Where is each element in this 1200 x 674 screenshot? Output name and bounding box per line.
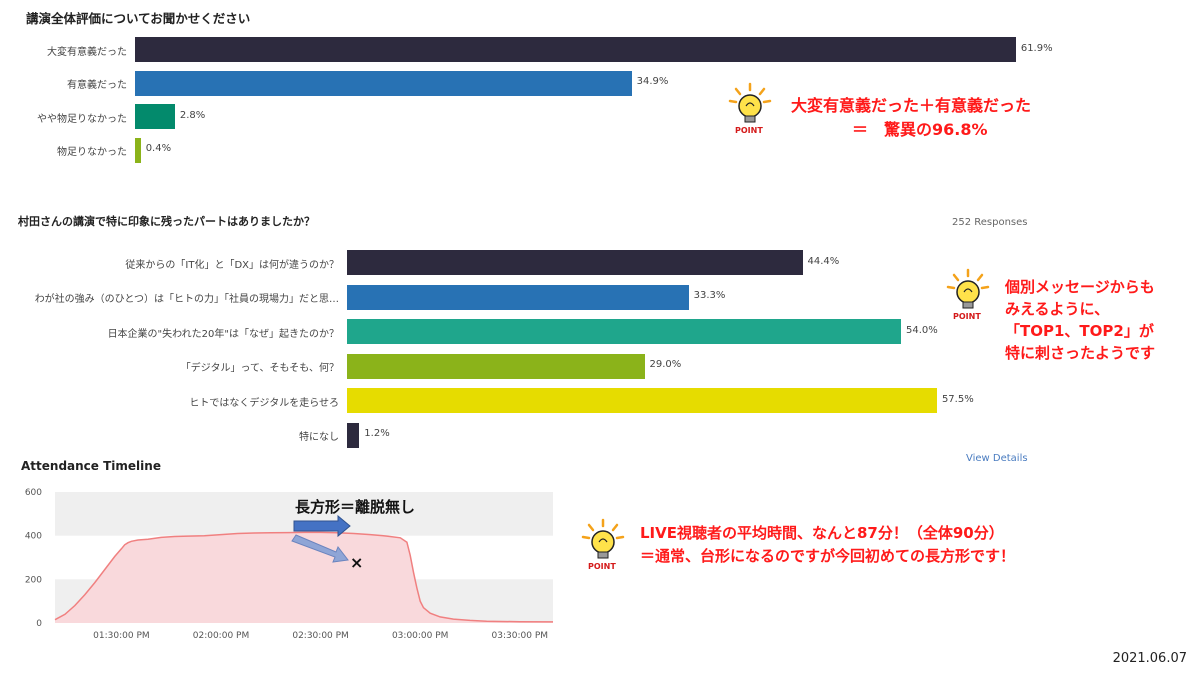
point-icon-3: POINT	[580, 518, 626, 578]
value-label: 2.8%	[179, 109, 206, 121]
value-label: 57.5%	[941, 393, 974, 405]
x-tick-label: 03:00:00 PM	[392, 631, 448, 641]
chart1-title: 講演全体評価についてお聞かせください	[26, 11, 251, 26]
arrows-annotation	[291, 515, 351, 563]
y-tick-label: 0	[36, 619, 42, 629]
category-label: 特になし	[299, 432, 339, 443]
right-arrow-icon	[293, 515, 351, 538]
category-label: 日本企業の"失われた20年"は「なぜ」起きたのか？	[107, 328, 339, 340]
x-tick-label: 03:30:00 PM	[492, 631, 548, 641]
bar	[347, 388, 937, 413]
lightbulb-icon	[946, 268, 990, 309]
category-label: ヒトではなくデジタルを走らせろ	[189, 397, 339, 409]
lightbulb-icon	[581, 518, 625, 559]
value-label: 54.0%	[906, 324, 938, 336]
category-label: 「デジタル」って、そもそも、何？	[180, 363, 339, 374]
note1-line1: 大変有意義だった＋有意義だった	[791, 96, 1032, 115]
note2-line4: 特に刺さったようです	[1005, 344, 1156, 362]
attendance-area	[55, 532, 553, 623]
y-tick-label: 200	[25, 575, 42, 585]
point-label: POINT	[735, 126, 763, 135]
diagonal-arrow-icon	[291, 534, 349, 563]
point-icon-1: POINT	[727, 82, 773, 142]
point-label: POINT	[953, 312, 981, 321]
point-icon-2: POINT	[945, 268, 991, 328]
bar	[347, 353, 645, 379]
view-details-link[interactable]: View Details	[966, 453, 1028, 464]
value-label: 0.4%	[145, 143, 172, 154]
lightbulb-icon	[728, 82, 772, 123]
category-label: 有意義だった	[67, 80, 127, 91]
attendance-chart: 0 200 400 600 01:30:00 PM 02:00:00 PM 02:30:00…	[25, 488, 554, 641]
value-label: 61.9%	[1020, 42, 1053, 54]
value-label: 33.3%	[693, 290, 726, 301]
y-tick-label: 400	[25, 532, 42, 542]
y-tick-label: 600	[25, 488, 42, 498]
attendance-line	[54, 531, 554, 623]
x-tick-label: 01:30:00 PM	[93, 631, 149, 641]
rect-label: 長方形＝離脱無し	[295, 498, 416, 516]
note2-line2: みえるように、	[1005, 300, 1110, 318]
note2-line3: 「TOP1、TOP2」が	[1005, 322, 1154, 340]
note2-line1: 個別メッセージからも	[1005, 278, 1155, 296]
cross-mark: ×	[350, 553, 364, 572]
category-label: わが社の強み（のひとつ）は「ヒトの力」「社員の現場力」だと思…	[34, 294, 339, 305]
x-tick-label: 02:00:00 PM	[193, 631, 249, 641]
note1-line2: ＝ 驚異の96.8%	[852, 120, 988, 139]
bar	[347, 422, 360, 448]
bar	[347, 284, 689, 310]
bar	[135, 104, 175, 129]
note3-line1: LIVE視聴者の平均時間、なんと87分！（全体90分）	[640, 524, 1004, 542]
category-label: やや物足りなかった	[37, 113, 127, 125]
x-tick-label: 02:30:00 PM	[292, 631, 348, 641]
category-label: 大変有意義だった	[47, 46, 127, 58]
value-label: 1.2%	[364, 428, 390, 439]
point-label: POINT	[588, 562, 616, 571]
responses-count: 252 Responses	[952, 217, 1028, 228]
date-label: 2021.06.07	[1112, 651, 1187, 666]
bar	[135, 70, 632, 96]
chart2-title: 村田さんの講演で特に印象に残ったパートはありましたか？	[18, 215, 315, 228]
attendance-title: Attendance Timeline	[21, 459, 161, 473]
bar	[347, 250, 803, 275]
category-label: 物足りなかった	[57, 147, 127, 158]
value-label: 29.0%	[649, 359, 682, 370]
value-label: 34.9%	[636, 76, 669, 87]
bar	[347, 319, 902, 344]
bar	[135, 137, 141, 163]
value-label: 44.4%	[807, 255, 840, 267]
bar	[135, 37, 1016, 62]
note3-line2: ＝通常、台形になるのですが今回初めての長方形です！	[640, 547, 1016, 565]
category-label: 従来からの「IT化」と「DX」は何が違うのか？	[125, 259, 339, 271]
